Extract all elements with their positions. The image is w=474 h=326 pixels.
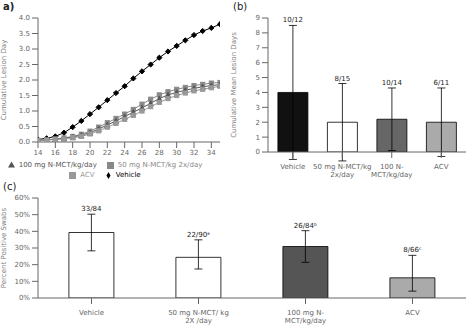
svg-text:Cumulative Lesion Day: Cumulative Lesion Day [8, 40, 9, 121]
svg-text:8/15: 8/15 [335, 75, 351, 83]
svg-text:Vehicle: Vehicle [79, 309, 104, 317]
html-text:a): a) [3, 1, 15, 12]
svg-text:18: 18 [68, 149, 77, 157]
svg-text:14: 14 [34, 149, 43, 157]
svg-text:50 mg N-MCT/kg2x/day: 50 mg N-MCT/kg2x/day [313, 163, 371, 179]
svg-text:60%: 60% [14, 194, 30, 202]
html-text:Vehicle: Vehicle [115, 171, 141, 179]
svg-text:Cumulative Mean Lesion Days: Cumulative Mean Lesion Days [230, 32, 238, 138]
svg-text:8/66ᶜ: 8/66ᶜ [403, 246, 422, 254]
svg-text:100 N-MCT/kg/day: 100 N-MCT/kg/day [371, 163, 412, 179]
html-text:(c): (c) [3, 181, 17, 192]
svg-text:20: 20 [86, 149, 95, 157]
svg-text:1.0: 1.0 [19, 107, 30, 115]
svg-text:2: 2 [256, 119, 260, 127]
svg-text:2.0: 2.0 [19, 76, 30, 84]
svg-text:33/84: 33/84 [81, 205, 102, 213]
svg-text:8: 8 [256, 29, 260, 37]
svg-text:26/84ᵇ: 26/84ᵇ [294, 222, 317, 230]
svg-text:30: 30 [172, 149, 181, 157]
svg-text:10%: 10% [14, 278, 30, 286]
svg-text:5: 5 [256, 74, 260, 82]
svg-text:26: 26 [138, 149, 147, 157]
html-text:ACV: ACV [80, 171, 95, 179]
svg-text:6: 6 [256, 59, 261, 67]
svg-text:20%: 20% [14, 261, 30, 269]
svg-text:Vehicle: Vehicle [280, 163, 305, 171]
svg-text:1: 1 [256, 134, 260, 142]
html-text:(b): (b) [233, 1, 248, 12]
svg-text:0.5: 0.5 [19, 123, 30, 131]
svg-text:50 mg N-MCT/ kg2X /day: 50 mg N-MCT/ kg2X /day [168, 309, 229, 325]
svg-text:7: 7 [256, 44, 260, 52]
svg-text:10/14: 10/14 [382, 79, 403, 87]
svg-text:30%: 30% [14, 244, 30, 252]
svg-text:4: 4 [256, 89, 261, 97]
svg-text:1.5: 1.5 [19, 92, 30, 100]
svg-text:22/90ᵃ: 22/90ᵃ [187, 231, 210, 239]
svg-text:100 mg N-MCT/kg/day: 100 mg N-MCT/kg/day [285, 309, 326, 325]
svg-text:ACV: ACV [434, 163, 449, 171]
svg-text:16: 16 [51, 149, 60, 157]
html-text:100 mg N-MCT/kg/day: 100 mg N-MCT/kg/day [18, 161, 97, 169]
svg-text:32: 32 [190, 149, 199, 157]
html-text:50 mg N-MCT/kg 2x/day: 50 mg N-MCT/kg 2x/day [117, 161, 203, 169]
svg-text:3.0: 3.0 [19, 45, 30, 53]
svg-text:34: 34 [207, 149, 216, 157]
svg-text:ACV: ACV [405, 309, 420, 317]
svg-text:0%: 0% [19, 294, 30, 302]
svg-text:0: 0 [256, 148, 260, 156]
svg-text:22: 22 [103, 149, 112, 157]
svg-text:40%: 40% [14, 228, 30, 236]
svg-text:6/11: 6/11 [434, 79, 450, 87]
svg-text:2.5: 2.5 [19, 61, 30, 69]
svg-text:24: 24 [120, 149, 129, 157]
svg-text:3: 3 [256, 104, 260, 112]
svg-text:10/12: 10/12 [283, 16, 303, 24]
svg-text:0.0: 0.0 [19, 138, 30, 146]
svg-text:28: 28 [155, 149, 164, 157]
svg-text:4.0: 4.0 [19, 14, 30, 22]
svg-text:50%: 50% [14, 211, 30, 219]
svg-text:3.5: 3.5 [19, 30, 30, 38]
svg-text:9: 9 [256, 14, 260, 22]
svg-text:Percent Positive Swabs: Percent Positive Swabs [8, 207, 9, 288]
